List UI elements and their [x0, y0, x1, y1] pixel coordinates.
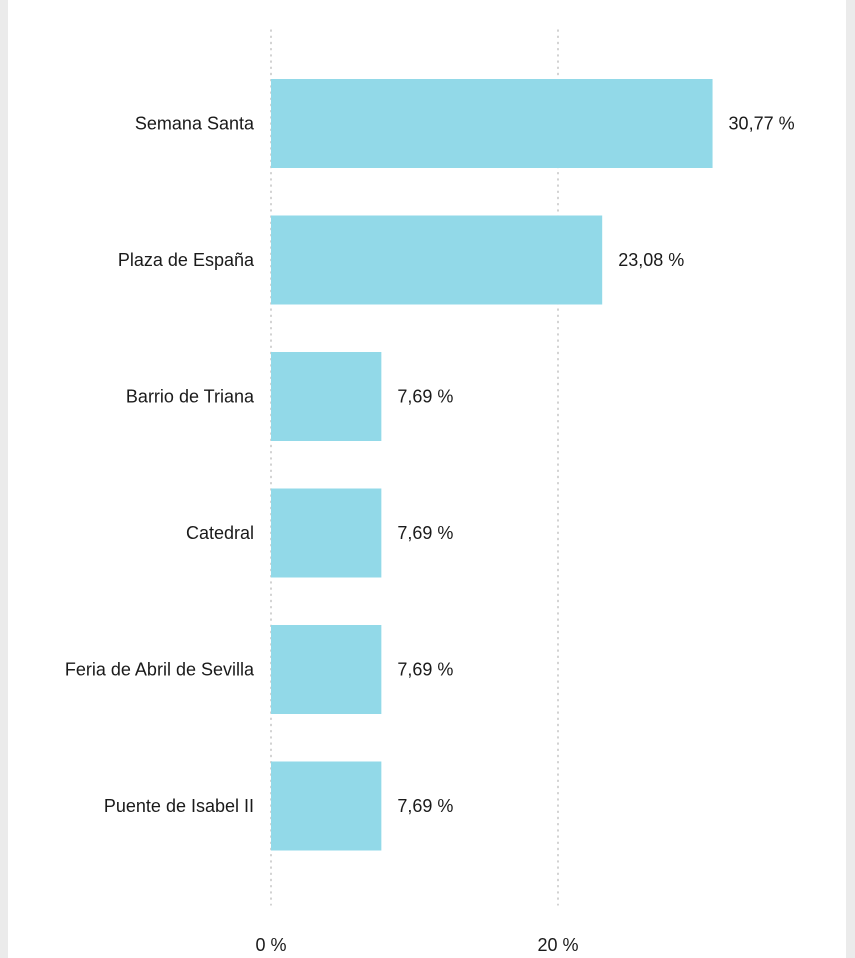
category-label: Barrio de Triana — [126, 387, 255, 407]
category-label: Catedral — [186, 523, 254, 543]
bar — [271, 352, 382, 441]
x-tick-label: 20 % — [537, 935, 578, 955]
bars — [271, 79, 713, 851]
labels: 0 % 20 % Semana Santa 30,77 % Plaza de Españ… — [65, 114, 795, 956]
value-label: 23,08 % — [618, 250, 684, 270]
value-label: 7,69 % — [397, 796, 453, 816]
value-label: 30,77 % — [729, 114, 795, 134]
bar — [271, 215, 603, 305]
bar — [271, 761, 382, 851]
value-label: 7,69 % — [397, 523, 453, 543]
category-label: Puente de Isabel II — [104, 796, 254, 816]
bar — [271, 79, 713, 168]
category-label: Plaza de España — [118, 250, 255, 270]
x-tick-label: 0 % — [255, 935, 286, 955]
bar — [271, 488, 382, 578]
value-label: 7,69 % — [397, 387, 453, 407]
bar — [271, 625, 382, 714]
category-label: Feria de Abril de Sevilla — [65, 660, 255, 680]
value-label: 7,69 % — [397, 660, 453, 680]
category-label: Semana Santa — [135, 114, 255, 134]
